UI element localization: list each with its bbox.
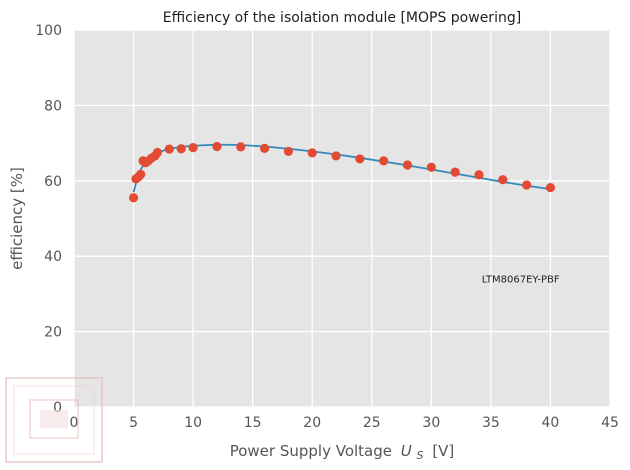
- x-axis-label-unit: [V]: [432, 442, 454, 460]
- data-point: [236, 142, 246, 152]
- plot-area: [74, 30, 610, 407]
- x-tick-label: 0: [70, 415, 79, 431]
- x-tick-label: 5: [129, 415, 138, 431]
- x-axis-label-symbol: U: [401, 442, 412, 460]
- data-point: [545, 182, 556, 193]
- x-tick-label: 45: [601, 415, 619, 431]
- data-point: [498, 175, 508, 185]
- x-tick-label: 30: [422, 415, 440, 431]
- x-tick-label: 40: [542, 415, 560, 431]
- data-point: [355, 154, 365, 164]
- data-point: [331, 151, 341, 161]
- data-point: [212, 141, 222, 152]
- data-point: [188, 143, 198, 153]
- x-tick-labels: 0 5 10 15 20 25 30 35 40 45: [70, 415, 619, 431]
- x-tick-label: 35: [482, 415, 500, 431]
- data-point: [136, 169, 146, 179]
- data-points: [128, 141, 556, 203]
- data-point: [164, 144, 174, 154]
- x-axis-label-text: Power Supply Voltage: [230, 442, 392, 460]
- y-tick-labels: 0 20 40 60 80 100: [35, 23, 62, 416]
- x-tick-label: 10: [184, 415, 202, 431]
- data-point: [379, 156, 389, 166]
- y-tick-label: 80: [44, 98, 62, 114]
- data-point: [307, 148, 317, 158]
- y-tick-label: 60: [44, 174, 62, 190]
- data-point: [474, 170, 484, 180]
- data-point: [176, 144, 186, 154]
- x-tick-label: 20: [303, 415, 321, 431]
- data-point: [152, 147, 162, 158]
- series-annotation: LTM8067EY-PBF: [482, 275, 560, 286]
- x-axis-label: Power Supply Voltage U S [V]: [230, 442, 455, 463]
- y-tick-label: 20: [44, 325, 62, 341]
- x-axis-label-subscript: S: [417, 449, 424, 462]
- data-point: [426, 162, 436, 172]
- y-tick-label: 100: [35, 23, 62, 39]
- grid: [73, 29, 611, 408]
- data-point: [522, 180, 532, 190]
- y-tick-label: 0: [53, 400, 62, 416]
- x-tick-label: 25: [363, 415, 381, 431]
- x-tick-label: 15: [244, 415, 262, 431]
- y-axis-label: efficiency [%]: [8, 167, 26, 270]
- y-tick-label: 40: [44, 249, 62, 265]
- data-point: [283, 146, 293, 156]
- data-point: [128, 193, 139, 203]
- data-point: [450, 167, 460, 177]
- chart-title: Efficiency of the isolation module [MOPS…: [163, 10, 521, 26]
- data-point: [402, 160, 413, 170]
- data-point: [259, 143, 270, 153]
- watermark-logo: [5, 377, 103, 463]
